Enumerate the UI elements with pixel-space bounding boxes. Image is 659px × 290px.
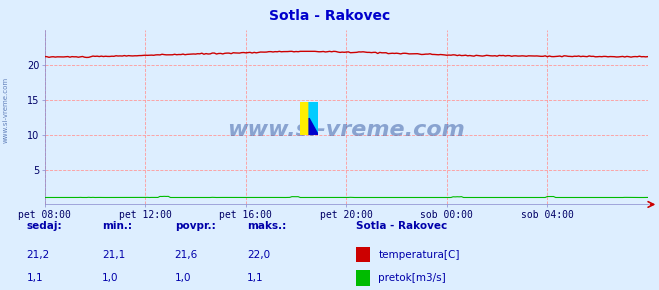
Text: Sotla - Rakovec: Sotla - Rakovec [356,221,447,231]
Text: min.:: min.: [102,221,132,231]
Text: Sotla - Rakovec: Sotla - Rakovec [269,9,390,23]
Polygon shape [309,102,318,135]
Text: 1,0: 1,0 [102,273,119,283]
Text: 22,0: 22,0 [247,250,270,260]
Text: www.si-vreme.com: www.si-vreme.com [227,120,465,139]
Text: temperatura[C]: temperatura[C] [378,250,460,260]
Text: www.si-vreme.com: www.si-vreme.com [2,77,9,143]
Polygon shape [300,102,309,135]
Polygon shape [309,118,318,135]
Text: 21,6: 21,6 [175,250,198,260]
Text: 21,2: 21,2 [26,250,49,260]
Text: sedaj:: sedaj: [26,221,62,231]
Text: 1,1: 1,1 [247,273,264,283]
Text: 21,1: 21,1 [102,250,125,260]
Text: 1,0: 1,0 [175,273,191,283]
Text: maks.:: maks.: [247,221,287,231]
Text: 1,1: 1,1 [26,273,43,283]
Text: pretok[m3/s]: pretok[m3/s] [378,273,446,283]
Text: povpr.:: povpr.: [175,221,215,231]
